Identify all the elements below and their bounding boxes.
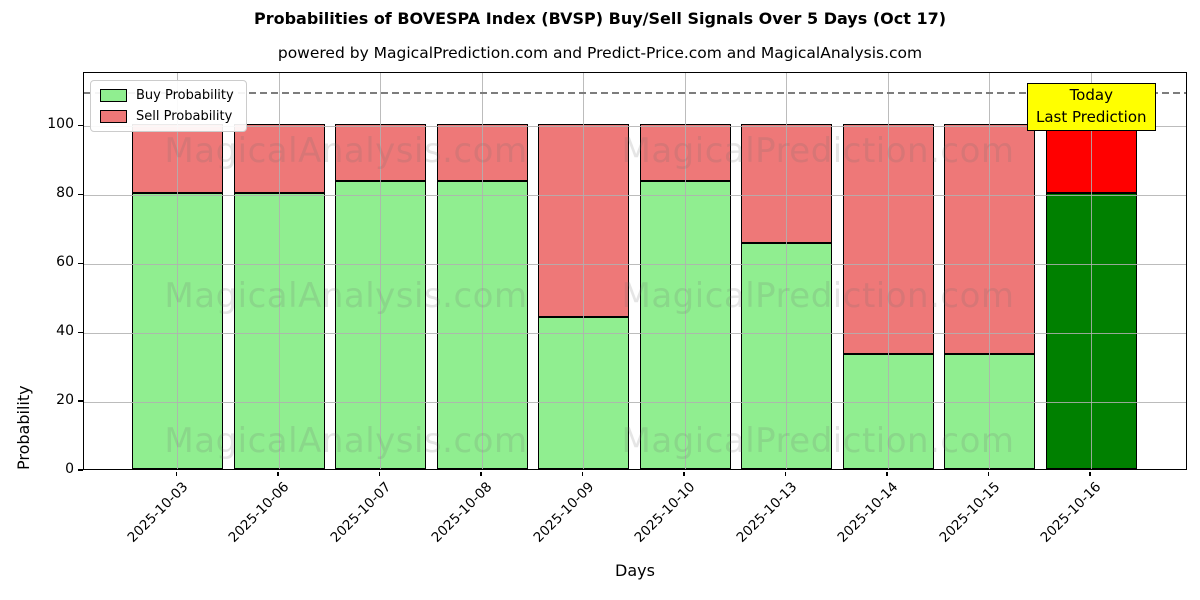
gridline-horizontal	[84, 263, 1186, 265]
watermark-text: MagicalPrediction.com	[621, 276, 1015, 316]
x-tick-mark	[683, 471, 685, 476]
x-tick-label: 2025-10-08	[428, 479, 496, 546]
y-tick-label: 20	[56, 392, 74, 409]
chart-subtitle: powered by MagicalPrediction.com and Pre…	[277, 44, 923, 62]
x-tick-label: 2025-10-10	[631, 479, 699, 546]
legend-swatch-buy	[100, 89, 127, 102]
y-tick-mark	[78, 400, 83, 402]
watermark-text: MagicalAnalysis.com	[164, 276, 528, 316]
x-tick-mark	[581, 471, 584, 476]
x-tick-mark	[378, 471, 381, 476]
y-tick-label: 0	[65, 461, 74, 477]
x-tick-mark	[277, 471, 279, 476]
y-tick-label: 80	[56, 185, 74, 202]
y-tick-label: 100	[47, 116, 74, 133]
annotation-line-1: Today	[1069, 86, 1113, 104]
x-tick-label: 2025-10-03	[124, 479, 191, 546]
gridline-vertical	[583, 73, 585, 469]
legend-entry-sell: Sell Probability	[100, 109, 234, 124]
gridline-horizontal	[84, 332, 1186, 334]
gridline-vertical	[177, 73, 179, 469]
watermark-text: MagicalAnalysis.com	[164, 421, 528, 461]
watermark-text: MagicalPrediction.com	[621, 421, 1015, 461]
plot-area: Buy Probability Sell Probability Today L…	[83, 72, 1187, 470]
gridline-vertical	[1090, 73, 1092, 469]
x-tick-label: 2025-10-15	[936, 479, 1003, 546]
x-tick-mark	[886, 471, 888, 476]
x-tick-label: 2025-10-14	[834, 479, 902, 546]
gridline-vertical	[786, 73, 788, 469]
annotation-line-2: Last Prediction	[1036, 107, 1147, 126]
y-tick-mark	[78, 193, 83, 195]
x-tick-mark	[784, 471, 787, 476]
gridline-horizontal	[84, 125, 1186, 127]
gridline-vertical	[989, 73, 991, 469]
gridline-vertical	[380, 73, 382, 469]
x-tick-mark	[987, 471, 990, 476]
watermark-text: MagicalAnalysis.com	[164, 131, 528, 171]
legend-entry-buy: Buy Probability	[100, 88, 234, 103]
gridline-horizontal	[84, 194, 1186, 196]
threshold-dashed-line	[84, 91, 1186, 94]
y-tick-mark	[78, 262, 83, 264]
legend-label-sell: Sell Probability	[136, 109, 233, 124]
x-tick-mark	[480, 471, 482, 476]
legend-swatch-sell	[100, 110, 127, 123]
y-tick-mark	[78, 469, 83, 471]
x-tick-mark	[1089, 471, 1091, 476]
gridline-vertical	[684, 73, 686, 469]
x-tick-label: 2025-10-07	[327, 479, 394, 546]
x-tick-mark	[176, 471, 178, 476]
y-tick-mark	[78, 124, 83, 126]
x-tick-label: 2025-10-09	[530, 479, 597, 546]
gridline-horizontal	[84, 401, 1186, 403]
y-tick-label: 60	[56, 254, 74, 271]
y-tick-label: 40	[56, 323, 74, 340]
gridline-vertical	[278, 73, 280, 469]
today-annotation: Today Last Prediction	[1027, 83, 1156, 131]
gridline-vertical	[887, 73, 889, 469]
gridline-vertical	[481, 73, 483, 469]
x-tick-label: 2025-10-13	[733, 479, 800, 546]
legend: Buy Probability Sell Probability	[90, 80, 247, 132]
watermark-text: MagicalPrediction.com	[621, 131, 1015, 171]
chart-title: Probabilities of BOVESPA Index (BVSP) Bu…	[253, 9, 947, 28]
y-tick-mark	[78, 331, 83, 333]
legend-label-buy: Buy Probability	[136, 88, 234, 103]
x-tick-label: 2025-10-16	[1037, 479, 1105, 546]
x-axis-label: Days	[615, 561, 655, 580]
x-tick-label: 2025-10-06	[225, 479, 293, 546]
